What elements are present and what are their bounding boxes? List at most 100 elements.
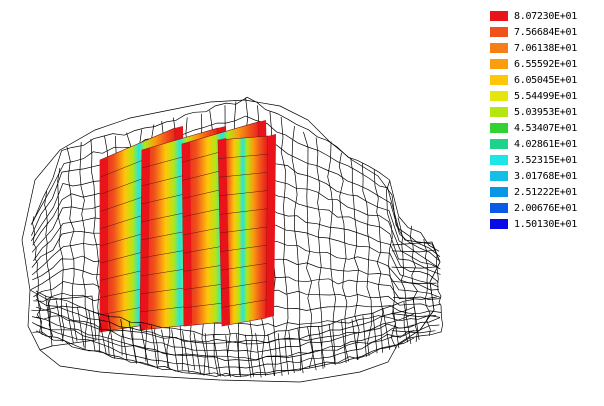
mesh-line [373,169,384,353]
mesh-line [351,319,359,360]
mesh-line [220,244,267,252]
mesh-line [182,331,190,374]
mesh-line [30,115,441,257]
mesh-line [317,325,326,368]
mesh-line [29,289,49,301]
mesh-line [35,316,415,361]
mesh-line [327,141,336,363]
mesh-line [90,138,101,353]
mesh-line [120,319,128,360]
mesh-line [328,323,336,366]
mesh-line [161,329,170,370]
mesh-line [32,331,442,377]
mesh-line [392,306,400,349]
legend-swatch [490,43,508,53]
mesh-line [397,217,409,343]
legend-swatch [490,139,508,149]
mesh-line [288,331,295,374]
mesh-line [32,322,440,361]
legend-label: 5.03953E+01 [514,106,577,118]
legend-entry: 7.56684E+01 [490,24,602,40]
mesh-line [277,333,283,376]
mesh-line [255,333,262,378]
mesh-line [35,330,415,377]
contour-panels [99,120,276,333]
legend-entry: 6.55592E+01 [490,56,602,72]
legend-label: 2.00676E+01 [514,202,577,214]
mesh-line [403,301,412,345]
mesh-line [391,280,437,284]
mesh-line [77,306,85,348]
mesh-line [212,334,221,377]
mesh-line [218,172,268,178]
mesh-line [128,321,137,364]
legend-entry: 2.00676E+01 [490,200,602,216]
mesh-line [139,323,149,366]
mesh-line [391,266,438,269]
wireframe-mesh-front [29,289,420,378]
mesh-line [37,293,43,335]
legend-swatch [490,219,508,229]
legend-label: 1.50130E+01 [514,218,577,230]
legend-entry: 2.51222E+01 [490,184,602,200]
mesh-line [341,320,347,363]
mesh-line [47,295,97,347]
mesh-line [218,153,268,159]
mesh-line [297,328,304,374]
mesh-line [204,333,210,375]
mesh-line [391,249,435,253]
mesh-line [39,345,53,351]
legend-swatch [490,171,508,181]
color-legend: 8.07230E+01 7.56684E+01 7.06138E+01 6.55592… [490,8,602,232]
legend-label: 2.51222E+01 [514,186,577,198]
legend-label: 4.53407E+01 [514,122,577,134]
legend-swatch [490,75,508,85]
mesh-line [307,326,317,371]
mesh-line [423,239,431,336]
mesh-line [393,296,437,300]
mesh-line [219,226,268,234]
mesh-line [225,335,231,376]
mesh-line [32,96,440,252]
contour-panel-edge [266,134,276,318]
mesh-line [57,167,65,342]
mesh-line [55,300,64,342]
legend-entry: 3.01768E+01 [490,168,602,184]
mesh-line [372,313,378,354]
mesh-line [433,245,444,333]
mesh-line [35,298,415,345]
mesh-line [412,297,420,340]
mesh-line [236,334,242,378]
legend-entry: 4.53407E+01 [490,120,602,136]
mesh-line [338,152,350,362]
legend-entry: 5.03953E+01 [490,104,602,120]
legend-label: 7.06138E+01 [514,42,577,54]
legend-swatch [490,27,508,37]
mesh-line [350,158,360,361]
mesh-line [171,329,179,373]
legend-label: 7.56684E+01 [514,26,577,38]
legend-label: 4.02861E+01 [514,138,577,150]
legend-entry: 8.07230E+01 [490,8,602,24]
contour-panel-edge [218,138,230,326]
mesh-line [391,241,441,345]
legend-swatch [490,203,508,213]
mesh-line [219,190,268,197]
mesh-line [66,146,78,342]
mesh-line [21,99,441,383]
mesh-line [221,299,267,308]
mesh-line [391,330,436,334]
mesh-line [35,324,415,369]
mesh-line [245,334,252,378]
legend-entry: 5.54499E+01 [490,88,602,104]
mesh-line [280,116,289,375]
legend-swatch [490,59,508,69]
legend-swatch [490,187,508,197]
mesh-line [44,191,54,337]
mesh-line [97,311,107,354]
mesh-line [88,310,96,352]
mesh-line [193,332,202,375]
legend-swatch [490,123,508,133]
legend-label: 6.55592E+01 [514,58,577,70]
mesh-line [291,126,302,371]
